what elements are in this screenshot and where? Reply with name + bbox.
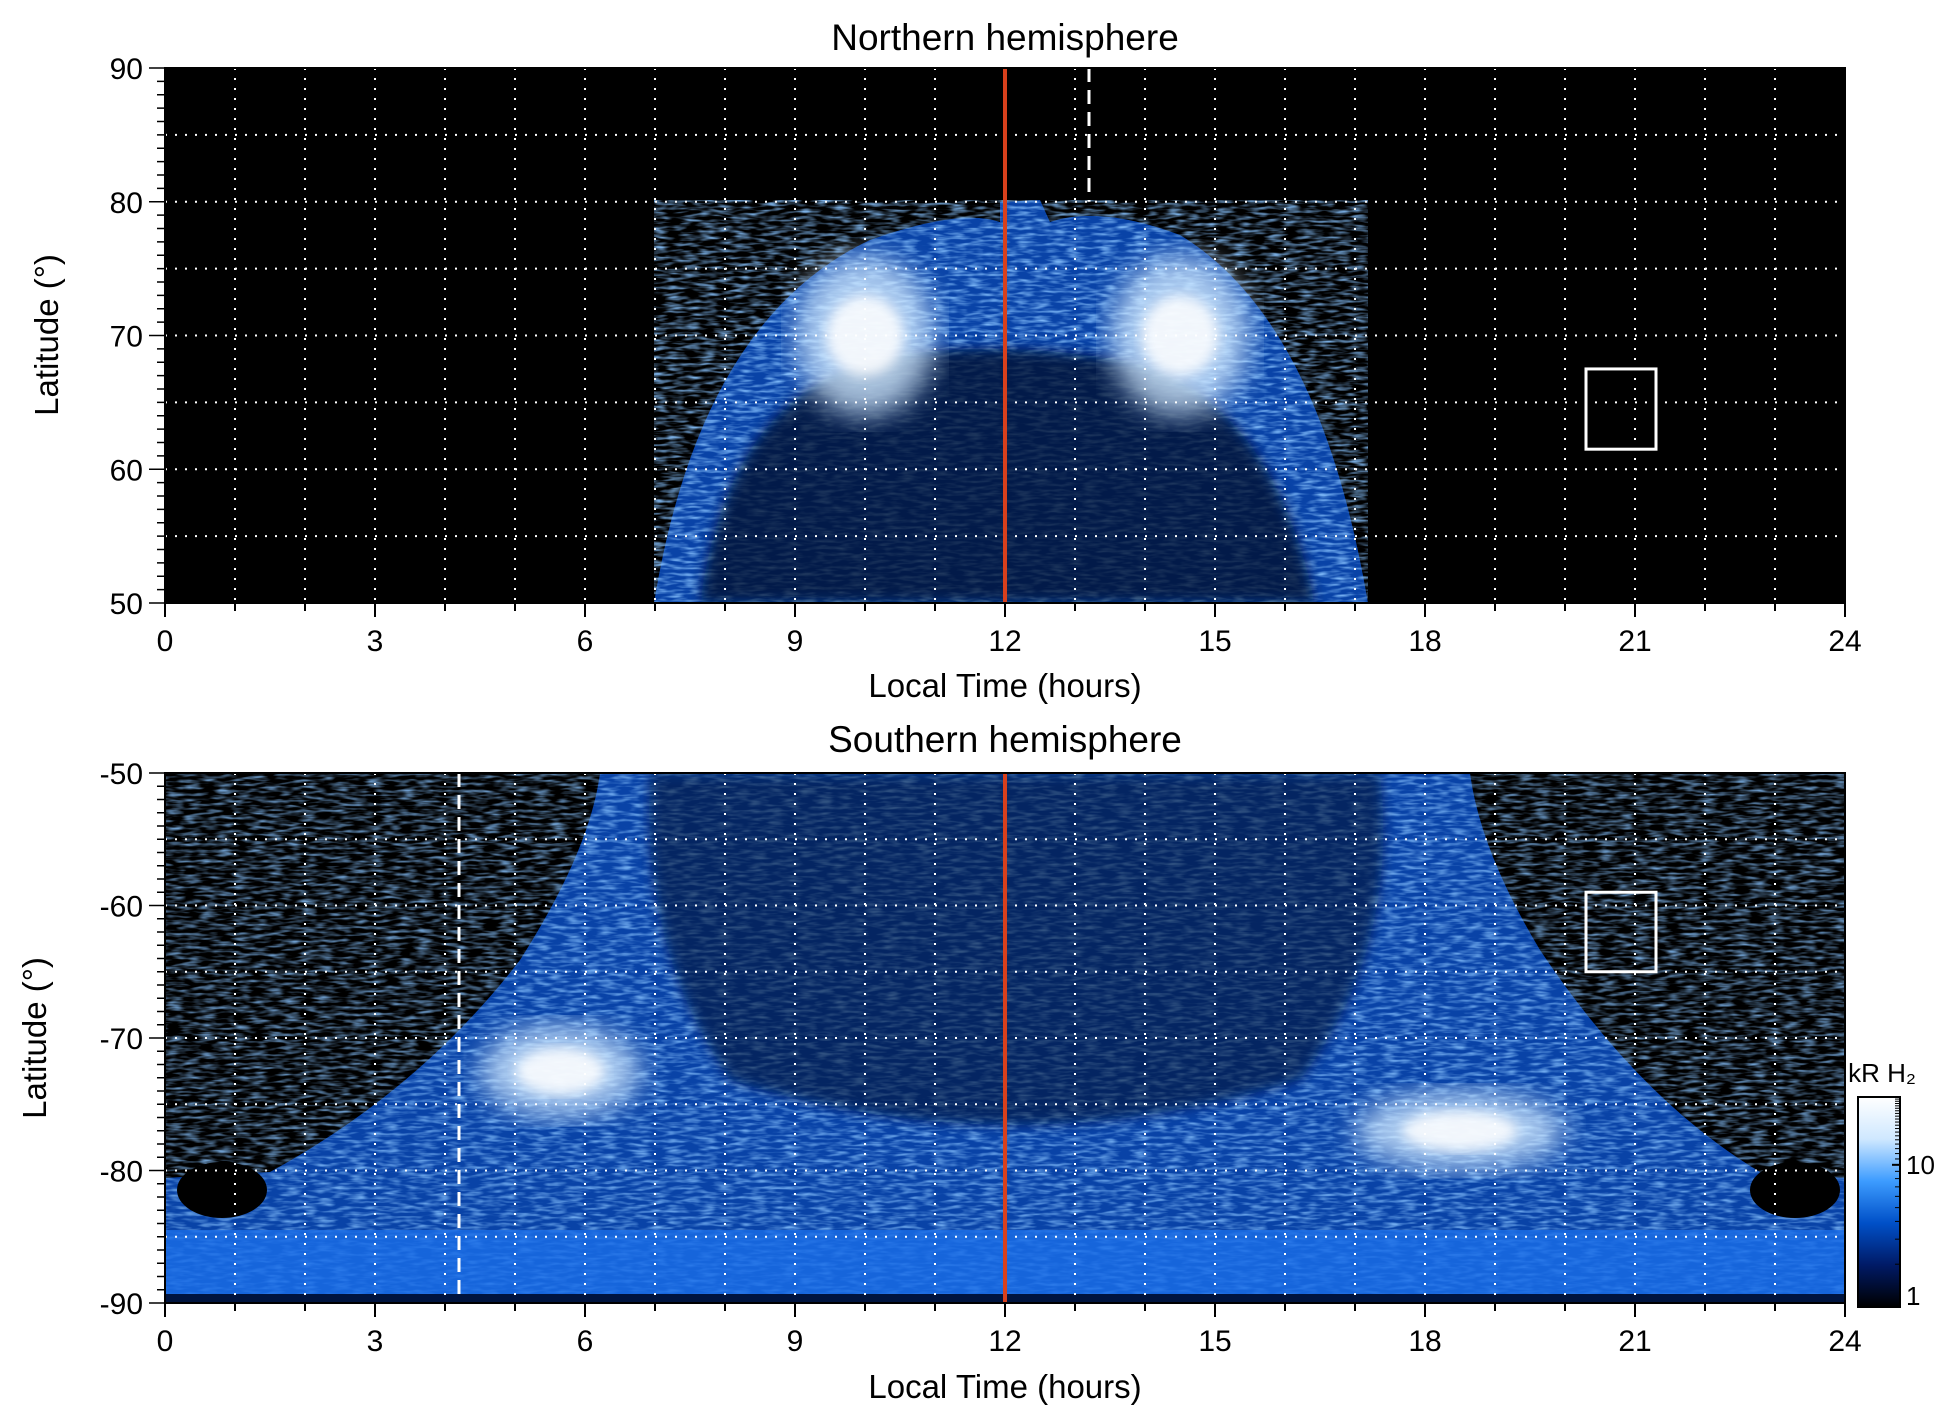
y-tick-label: 80 [110,187,143,220]
x-tick-label: 21 [1618,625,1651,658]
y-tick-label: 70 [110,321,143,354]
x-tick-label: 0 [157,625,174,658]
x-tick-label: 12 [988,625,1021,658]
x-tick-label: 3 [367,1325,384,1358]
y-axis-label: Latitude (°) [28,254,65,416]
chart-title: Southern hemisphere [828,719,1182,760]
colorbar-gradient [1857,1096,1901,1308]
x-tick-label: 15 [1198,1325,1231,1358]
northern-hemisphere-panel: Northern hemisphere 0 3 6 9 12 15 18 21 24 50 60 70… [28,17,1862,704]
x-tick-label: 21 [1618,1325,1651,1358]
reference-box [1584,367,1658,451]
x-tick-label: 15 [1198,625,1231,658]
x-tick-label: 12 [988,1325,1021,1358]
colorbar: kR H₂ 1 10 [1848,1058,1935,1311]
southern-hemisphere-panel: Southern hemisphere 0 3 6 9 12 15 18 21 24 -50 -60… [16,719,1862,1405]
bright-arc-core [516,1047,605,1095]
y-tick-label: -60 [100,891,143,924]
x-tick-label: 18 [1408,625,1441,658]
colorbar-tick-label: 10 [1906,1150,1935,1180]
x-tick-label: 6 [577,1325,594,1358]
emission-map [654,200,1368,603]
x-tick-label: 9 [787,1325,804,1358]
y-tick-label: 50 [110,588,143,621]
y-tick-label: -70 [100,1023,143,1056]
y-tick-label: -50 [100,758,143,791]
y-tick-label: 90 [110,53,143,86]
y-tick-label: -80 [100,1156,143,1189]
reference-box [1584,890,1658,974]
x-tick-label: 24 [1828,1325,1861,1358]
y-axis-label: Latitude (°) [16,957,53,1119]
y-tick-label: -90 [100,1288,143,1321]
chart-title: Northern hemisphere [831,17,1179,58]
x-axis-label: Local Time (hours) [868,667,1141,704]
colorbar-tick-label: 1 [1906,1281,1920,1311]
x-tick-label: 3 [367,625,384,658]
x-tick-label: 18 [1408,1325,1441,1358]
dark-notch-right [1750,1162,1840,1218]
x-tick-label: 24 [1828,625,1861,658]
x-tick-label: 6 [577,625,594,658]
x-tick-label: 0 [157,1325,174,1358]
dark-notch-left [177,1162,267,1218]
bright-arc-core [1402,1110,1518,1151]
x-tick-label: 9 [787,625,804,658]
bright-arc-core [1141,295,1219,376]
y-tick-label: 60 [110,454,143,487]
colorbar-label: kR H₂ [1848,1058,1916,1088]
x-axis-label: Local Time (hours) [868,1368,1141,1405]
inner-dark-region [649,773,1384,1125]
